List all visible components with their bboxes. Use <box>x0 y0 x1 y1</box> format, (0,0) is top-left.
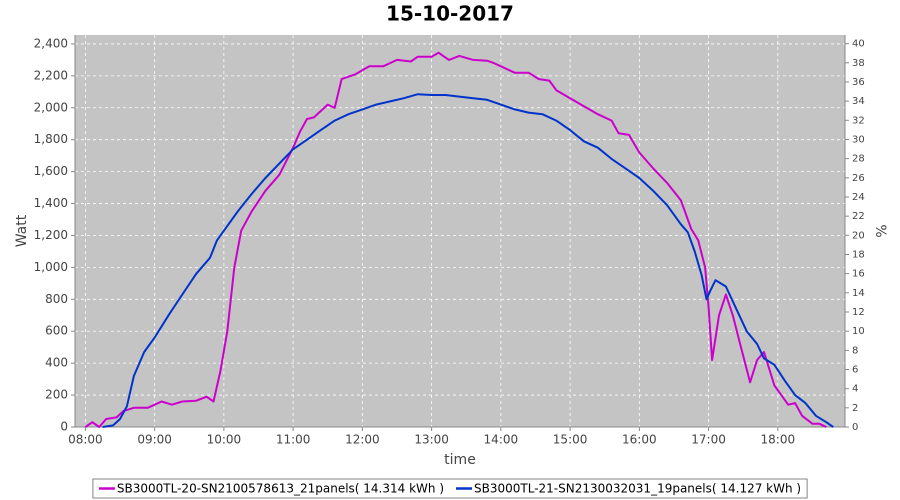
y-tick-label: 1,400 <box>34 196 68 210</box>
chart-title: 15-10-2017 <box>386 2 514 26</box>
y2-tick-label: 26 <box>852 173 865 184</box>
x-tick-label: 13:00 <box>414 433 449 447</box>
y2-tick-label: 14 <box>852 288 865 299</box>
x-tick-label: 09:00 <box>137 433 172 447</box>
x-tick-label: 11:00 <box>276 433 311 447</box>
legend: SB3000TL-20-SN2100578613_21panels( 14.31… <box>92 478 808 499</box>
y2-tick-label: 10 <box>852 326 865 337</box>
x-tick-label: 18:00 <box>761 433 796 447</box>
y-tick-label: 0 <box>60 420 68 434</box>
legend-label: SB3000TL-20-SN2100578613_21panels( 14.31… <box>117 482 444 496</box>
y-tick-label: 1,000 <box>34 260 68 274</box>
x-tick-label: 17:00 <box>691 433 726 447</box>
y2-tick-label: 22 <box>852 211 865 222</box>
y-tick-label: 1,800 <box>34 132 68 146</box>
y-tick-label: 2,200 <box>34 68 68 82</box>
x-tick-label: 16:00 <box>622 433 657 447</box>
y-tick-label: 1,200 <box>34 228 68 242</box>
plot-area <box>75 35 845 427</box>
series-line <box>84 51 827 428</box>
y2-tick-label: 4 <box>852 384 858 395</box>
y-tick-label: 600 <box>45 324 68 338</box>
legend-label: SB3000TL-21-SN2130032031_19panels( 14.12… <box>474 482 801 496</box>
y2-axis-label: % <box>872 224 888 237</box>
y2-tick-label: 20 <box>852 230 865 241</box>
y-tick-label: 2,400 <box>34 36 68 50</box>
y2-tick-label: 34 <box>852 96 865 107</box>
y2-tick-label: 6 <box>852 364 858 375</box>
y-tick-label: 400 <box>45 356 68 370</box>
legend-box <box>92 478 808 499</box>
x-axis-label: time <box>444 452 476 468</box>
y2-tick-label: 36 <box>852 77 865 88</box>
y2-tick-label: 12 <box>852 307 865 318</box>
x-tick-label: 15:00 <box>553 433 588 447</box>
y-tick-label: 2,000 <box>34 100 68 114</box>
y2-tick-label: 18 <box>852 249 865 260</box>
y2-tick-label: 30 <box>852 134 865 145</box>
y2-tick-label: 32 <box>852 115 865 126</box>
x-tick-label: 08:00 <box>68 433 103 447</box>
y2-tick-label: 16 <box>852 269 865 280</box>
y2-tick-label: 2 <box>852 403 858 414</box>
series-line <box>102 93 834 428</box>
y2-tick-label: 0 <box>852 422 858 433</box>
y-tick-label: 800 <box>45 292 68 306</box>
y-axis-label: Watt <box>14 214 30 247</box>
y-tick-label: 200 <box>45 388 68 402</box>
x-tick-label: 10:00 <box>207 433 242 447</box>
x-tick-label: 12:00 <box>345 433 380 447</box>
y2-tick-label: 38 <box>852 58 865 69</box>
y-tick-label: 1,600 <box>34 164 68 178</box>
y2-tick-label: 28 <box>852 154 865 165</box>
y2-tick-label: 8 <box>852 345 858 356</box>
y2-tick-label: 24 <box>852 192 865 203</box>
y2-tick-label: 40 <box>852 39 865 50</box>
x-tick-label: 14:00 <box>484 433 519 447</box>
